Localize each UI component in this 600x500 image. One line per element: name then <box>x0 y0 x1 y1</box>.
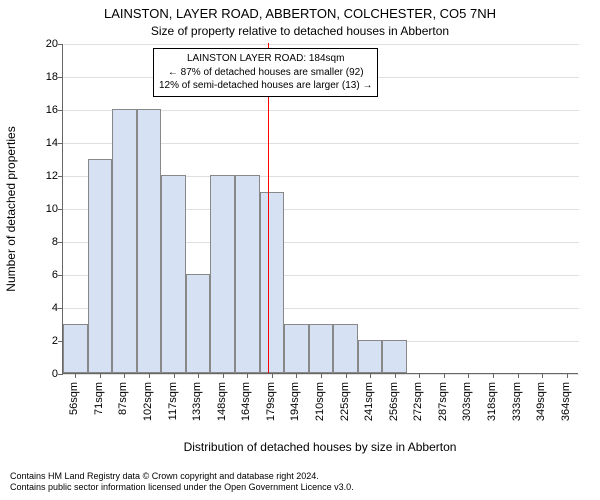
xtick-mark <box>419 373 420 378</box>
ytick-label: 12 <box>34 170 58 182</box>
xtick-mark <box>567 373 568 378</box>
xtick-mark <box>370 373 371 378</box>
annotation-line-3: 12% of semi-detached houses are larger (… <box>159 79 372 93</box>
annotation-line-1: LAINSTON LAYER ROAD: 184sqm <box>159 52 372 66</box>
plot-area: LAINSTON LAYER ROAD: 184sqm← 87% of deta… <box>62 44 578 374</box>
xtick-label: 241sqm <box>363 382 375 432</box>
xtick-label: 102sqm <box>142 382 154 432</box>
xtick-label: 364sqm <box>560 382 572 432</box>
xtick-mark <box>198 373 199 378</box>
ytick-label: 6 <box>34 269 58 281</box>
ytick-label: 0 <box>34 368 58 380</box>
bar <box>235 175 260 373</box>
ytick-mark <box>58 242 63 243</box>
xtick-mark <box>149 373 150 378</box>
ytick-label: 10 <box>34 203 58 215</box>
xtick-label: 256sqm <box>388 382 400 432</box>
xtick-mark <box>321 373 322 378</box>
xtick-label: 148sqm <box>216 382 228 432</box>
ytick-mark <box>58 143 63 144</box>
ytick-mark <box>58 44 63 45</box>
ytick-label: 8 <box>34 236 58 248</box>
xtick-mark <box>346 373 347 378</box>
ytick-mark <box>58 110 63 111</box>
bar <box>112 109 137 373</box>
xtick-label: 349sqm <box>535 382 547 432</box>
ytick-label: 2 <box>34 335 58 347</box>
xtick-label: 133sqm <box>191 382 203 432</box>
ytick-mark <box>58 308 63 309</box>
ytick-label: 20 <box>34 38 58 50</box>
xtick-mark <box>223 373 224 378</box>
gridline-h <box>63 44 579 45</box>
footer: Contains HM Land Registry data © Crown c… <box>10 471 590 494</box>
xtick-label: 287sqm <box>437 382 449 432</box>
bar <box>210 175 235 373</box>
ytick-label: 18 <box>34 71 58 83</box>
xtick-mark <box>272 373 273 378</box>
xtick-label: 71sqm <box>93 382 105 432</box>
ytick-label: 14 <box>34 137 58 149</box>
xtick-label: 210sqm <box>314 382 326 432</box>
xtick-mark <box>468 373 469 378</box>
ytick-label: 16 <box>34 104 58 116</box>
footer-line-1: Contains HM Land Registry data © Crown c… <box>10 471 590 483</box>
figure: LAINSTON, LAYER ROAD, ABBERTON, COLCHEST… <box>0 0 600 500</box>
xtick-mark <box>444 373 445 378</box>
xtick-mark <box>493 373 494 378</box>
xtick-mark <box>518 373 519 378</box>
bar <box>260 192 285 374</box>
footer-line-2: Contains public sector information licen… <box>10 482 590 494</box>
xtick-mark <box>542 373 543 378</box>
xtick-label: 87sqm <box>117 382 129 432</box>
xtick-mark <box>100 373 101 378</box>
annotation-box: LAINSTON LAYER ROAD: 184sqm← 87% of deta… <box>153 48 378 97</box>
ytick-mark <box>58 209 63 210</box>
ytick-mark <box>58 176 63 177</box>
ytick-mark <box>58 374 63 375</box>
xtick-mark <box>174 373 175 378</box>
y-axis-label: Number of detached properties <box>4 44 20 374</box>
bar <box>161 175 186 373</box>
bar <box>186 274 211 373</box>
bar <box>63 324 88 374</box>
bar <box>382 340 407 373</box>
title-main: LAINSTON, LAYER ROAD, ABBERTON, COLCHEST… <box>0 6 600 21</box>
ytick-label: 4 <box>34 302 58 314</box>
xtick-label: 303sqm <box>461 382 473 432</box>
xtick-label: 164sqm <box>240 382 252 432</box>
bar <box>358 340 383 373</box>
xtick-label: 179sqm <box>265 382 277 432</box>
bar <box>333 324 358 374</box>
bar <box>309 324 334 374</box>
bar <box>137 109 162 373</box>
ytick-mark <box>58 77 63 78</box>
xtick-label: 56sqm <box>68 382 80 432</box>
xtick-mark <box>124 373 125 378</box>
bar <box>88 159 113 374</box>
xtick-label: 333sqm <box>511 382 523 432</box>
title-sub: Size of property relative to detached ho… <box>0 24 600 38</box>
xtick-label: 318sqm <box>486 382 498 432</box>
xtick-mark <box>395 373 396 378</box>
xtick-mark <box>247 373 248 378</box>
ytick-mark <box>58 275 63 276</box>
xtick-label: 194sqm <box>289 382 301 432</box>
xtick-label: 225sqm <box>339 382 351 432</box>
xtick-label: 272sqm <box>412 382 424 432</box>
x-axis-label: Distribution of detached houses by size … <box>62 440 578 454</box>
bar <box>284 324 309 374</box>
xtick-label: 117sqm <box>167 382 179 432</box>
annotation-line-2: ← 87% of detached houses are smaller (92… <box>159 66 372 80</box>
xtick-mark <box>75 373 76 378</box>
xtick-mark <box>296 373 297 378</box>
